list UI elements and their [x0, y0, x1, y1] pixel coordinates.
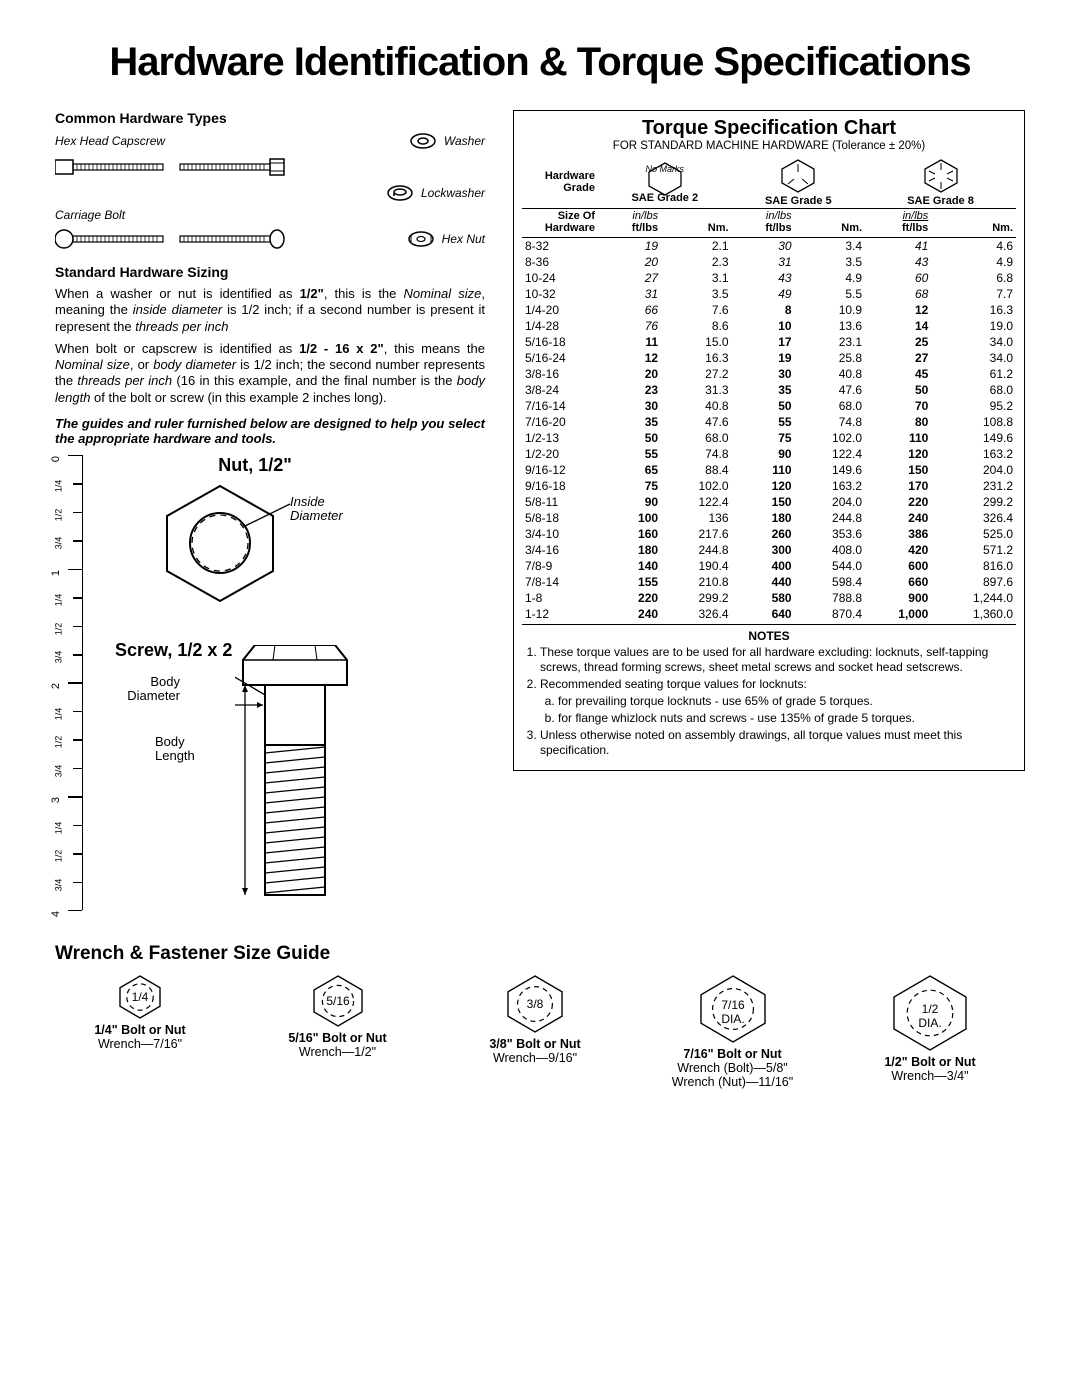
- screw-icon: [235, 645, 415, 915]
- table-row: 5/8-18100136180244.8240326.4: [522, 510, 1016, 526]
- table-row: 8-36202.3313.5434.9: [522, 254, 1016, 270]
- ruler-icon: 01/41/23/411/41/23/421/41/23/431/41/23/4…: [55, 455, 83, 910]
- lockwasher-icon: [387, 184, 413, 202]
- grade8-hex-icon: [921, 158, 961, 194]
- torque-chart: Torque Specification Chart FOR STANDARD …: [513, 110, 1025, 771]
- washer-icon: [410, 132, 436, 150]
- svg-text:1/4: 1/4: [132, 990, 149, 1004]
- wrench-hex-icon: 1/4: [118, 975, 162, 1019]
- hardware-types-diagram: Hex Head Capscrew Washer: [55, 132, 485, 250]
- note-1: These torque values are to be used for a…: [540, 645, 1016, 675]
- lockwasher-label: Lockwasher: [421, 186, 485, 200]
- table-row: 10-32313.5495.5687.7: [522, 286, 1016, 302]
- table-row: 7/16-203547.65574.880108.8: [522, 414, 1016, 430]
- table-row: 1-12240326.4640870.41,0001,360.0: [522, 606, 1016, 625]
- sizing-para-2: When bolt or capscrew is identified as 1…: [55, 341, 485, 406]
- page-title: Hardware Identification & Torque Specifi…: [55, 40, 1025, 85]
- wrench-hex-item: 3/83/8" Bolt or NutWrench—9/16": [450, 975, 620, 1065]
- note-2: Recommended seating torque values for lo…: [540, 677, 1016, 726]
- body-length-label: BodyLength: [155, 735, 195, 764]
- hexnut-label: Hex Nut: [442, 232, 485, 246]
- ruler-diagram: 01/41/23/411/41/23/421/41/23/431/41/23/4…: [55, 455, 485, 915]
- table-row: 3/8-162027.23040.84561.2: [522, 366, 1016, 382]
- table-row: 10-24273.1434.9606.8: [522, 270, 1016, 286]
- body-diameter-label: BodyDiameter: [110, 675, 180, 704]
- nut-icon: [145, 476, 295, 606]
- note-3: Unless otherwise noted on assembly drawi…: [540, 728, 1016, 758]
- notes-list: These torque values are to be used for a…: [540, 645, 1016, 758]
- table-row: 8-32192.1303.4414.6: [522, 238, 1016, 255]
- table-row: 9/16-126588.4110149.6150204.0: [522, 462, 1016, 478]
- table-row: 3/8-242331.33547.65068.0: [522, 382, 1016, 398]
- right-column: Torque Specification Chart FOR STANDARD …: [513, 110, 1025, 915]
- table-row: 1/2-135068.075102.0110149.6: [522, 430, 1016, 446]
- carriage-bolt-icon: [55, 228, 285, 250]
- note-2a: for prevailing torque locknuts - use 65%…: [558, 694, 1016, 709]
- wrench-hex-icon: 5/16: [312, 975, 364, 1027]
- torque-table: Hardware Grade No Marks SAE Grade 2 SAE …: [522, 156, 1016, 625]
- table-row: 7/8-9140190.4400544.0600816.0: [522, 558, 1016, 574]
- washer-label: Washer: [444, 134, 485, 148]
- wrench-hex-icon: 1/2DIA.: [892, 975, 968, 1051]
- table-row: 3/4-16180244.8300408.0420571.2: [522, 542, 1016, 558]
- left-column: Common Hardware Types Hex Head Capscrew …: [55, 110, 485, 915]
- wrench-hex-icon: 3/8: [506, 975, 564, 1033]
- table-row: 7/16-143040.85068.07095.2: [522, 398, 1016, 414]
- svg-text:1/2DIA.: 1/2DIA.: [918, 1002, 941, 1030]
- chart-subtitle: FOR STANDARD MACHINE HARDWARE (Tolerance…: [522, 140, 1016, 152]
- sizing-heading: Standard Hardware Sizing: [55, 264, 485, 280]
- wrench-hex-item: 7/16DIA.7/16" Bolt or NutWrench (Bolt)—5…: [648, 975, 818, 1089]
- svg-text:3/8: 3/8: [527, 997, 544, 1011]
- table-row: 1-8220299.2580788.89001,244.0: [522, 590, 1016, 606]
- sizing-para-3: The guides and ruler furnished below are…: [55, 416, 485, 447]
- svg-text:5/16: 5/16: [326, 994, 350, 1008]
- sizing-para-1: When a washer or nut is identified as 1/…: [55, 286, 485, 335]
- wrench-hex-item: 1/41/4" Bolt or NutWrench—7/16": [55, 975, 225, 1051]
- table-row: 1/4-20667.6810.91216.3: [522, 302, 1016, 318]
- table-row: 3/4-10160217.6260353.6386525.0: [522, 526, 1016, 542]
- table-row: 5/16-241216.31925.82734.0: [522, 350, 1016, 366]
- notes-heading: NOTES: [522, 629, 1016, 643]
- table-row: 7/8-14155210.8440598.4660897.6: [522, 574, 1016, 590]
- wrench-guide-title: Wrench & Fastener Size Guide: [55, 943, 1025, 965]
- wrench-hex-item: 5/165/16" Bolt or NutWrench—1/2": [253, 975, 423, 1059]
- wrench-guide: Wrench & Fastener Size Guide 1/41/4" Bol…: [55, 943, 1025, 1089]
- svg-text:7/16DIA.: 7/16DIA.: [721, 998, 745, 1026]
- grade5-hex-icon: [778, 158, 818, 194]
- hex-capscrew-icon: [55, 156, 285, 178]
- table-row: 9/16-1875102.0120163.2170231.2: [522, 478, 1016, 494]
- table-row: 1/4-28768.61013.61419.0: [522, 318, 1016, 334]
- hexnut-icon: [408, 230, 434, 248]
- note-2b: for flange whizlock nuts and screws - us…: [558, 711, 1016, 726]
- table-row: 5/16-181115.01723.12534.0: [522, 334, 1016, 350]
- carriage-label: Carriage Bolt: [55, 208, 125, 222]
- table-row: 1/2-205574.890122.4120163.2: [522, 446, 1016, 462]
- hex-head-label: Hex Head Capscrew: [55, 134, 165, 148]
- screw-title: Screw, 1/2 x 2: [115, 640, 232, 661]
- hw-types-heading: Common Hardware Types: [55, 110, 485, 126]
- table-row: 5/8-1190122.4150204.0220299.2: [522, 494, 1016, 510]
- nut-title: Nut, 1/2": [145, 455, 365, 476]
- chart-title: Torque Specification Chart: [522, 117, 1016, 140]
- wrench-hex-icon: 7/16DIA.: [699, 975, 767, 1043]
- wrench-hex-item: 1/2DIA.1/2" Bolt or NutWrench—3/4": [845, 975, 1015, 1083]
- inside-diameter-label: InsideDiameter: [290, 495, 343, 524]
